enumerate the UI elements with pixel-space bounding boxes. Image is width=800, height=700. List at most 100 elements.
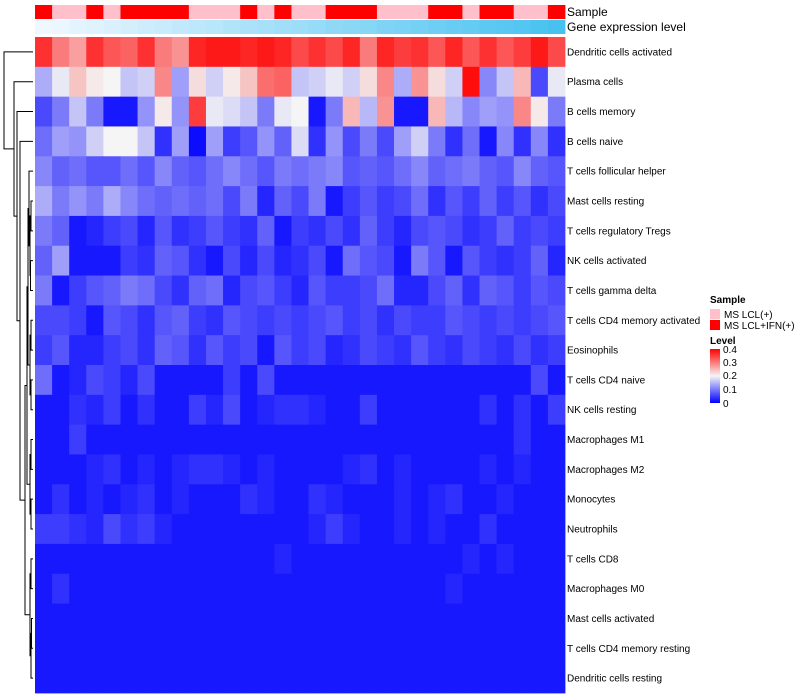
heatmap-cell (376, 365, 395, 396)
heatmap-cell (291, 245, 309, 276)
dendrogram-branch (30, 260, 33, 291)
heatmap-cell (223, 66, 241, 98)
heatmap-cell (376, 156, 395, 187)
heatmap-cell (86, 245, 104, 276)
heatmap-cell (445, 66, 463, 98)
heatmap-cell (462, 394, 480, 426)
heatmap-cell (291, 215, 309, 247)
legend-swatch-ms-lcl (710, 309, 720, 319)
heatmap-cell (342, 663, 361, 694)
heatmap-cell (274, 603, 292, 634)
heatmap-cell (154, 215, 173, 247)
heatmap-cell (103, 126, 121, 157)
heatmap-cell (376, 275, 395, 306)
heatmap-cell (308, 454, 327, 485)
heatmap-cell (240, 365, 258, 396)
heatmap-cell (547, 543, 566, 575)
heatmap-cell (35, 365, 53, 396)
heatmap-cell (274, 245, 292, 276)
heatmap-cell (445, 335, 463, 366)
heatmap-cell (69, 186, 87, 217)
heatmap-cell (291, 454, 309, 485)
heatmap-cell (69, 663, 87, 694)
row-label: T cells CD4 naive (567, 375, 646, 386)
level-tick-0.1: 0.1 (723, 385, 737, 396)
heatmap-cell (445, 573, 463, 604)
heatmap-cell (137, 365, 156, 396)
heatmap-cell (69, 603, 87, 634)
heatmap-cell (240, 305, 258, 336)
heatmap-cell (411, 156, 429, 187)
heatmap-cell (411, 37, 429, 68)
heatmap-cell (513, 663, 532, 694)
heatmap-cell (496, 454, 515, 485)
heatmap-cell (513, 573, 532, 604)
heatmap-cell (188, 335, 207, 366)
heatmap-cell (462, 186, 480, 217)
heatmap-cell (291, 514, 309, 545)
heatmap-cell (171, 633, 190, 664)
heatmap-cell (394, 603, 412, 634)
heatmap-cell (376, 335, 395, 366)
heatmap-cell (205, 394, 224, 426)
heatmap-cell (325, 215, 344, 247)
heatmap-cell (52, 305, 70, 336)
heatmap-cell (411, 126, 429, 157)
row-label: T cells follicular helper (567, 167, 666, 178)
heatmap-cell (35, 424, 53, 455)
heatmap-cell (308, 66, 327, 98)
heatmap-cell (513, 543, 532, 575)
heatmap-cell (120, 484, 138, 515)
heatmap-cell (394, 335, 412, 366)
heatmap-cell (103, 66, 121, 98)
heatmap-cell (291, 275, 309, 306)
sample-annotation-cell (291, 5, 309, 19)
heatmap-cell (86, 186, 104, 217)
heatmap-cell (513, 275, 532, 306)
heatmap-cell (137, 66, 156, 98)
heatmap-cell (86, 305, 104, 336)
heatmap-cell (291, 603, 309, 634)
heatmap-cell (154, 156, 173, 187)
gene-expression-annotation-cell (154, 20, 173, 34)
heatmap-cell (479, 543, 498, 575)
heatmap-cell (359, 156, 378, 187)
heatmap-cell (257, 514, 275, 545)
heatmap-cell (513, 245, 532, 276)
heatmap-cell (325, 275, 344, 306)
heatmap-cell (445, 245, 463, 276)
heatmap-cell (171, 543, 190, 575)
heatmap-cell (274, 394, 292, 426)
legend-swatch-ms-lcl-ifn (710, 320, 720, 330)
heatmap-cell (171, 424, 190, 455)
heatmap-cell (103, 186, 121, 217)
heatmap-cell (120, 275, 138, 306)
heatmap-cell (137, 156, 156, 187)
heatmap-cell (342, 335, 361, 366)
sample-annotation-cell (223, 5, 241, 19)
heatmap-cell (69, 37, 87, 68)
gene-expression-annotation-cell (188, 20, 207, 34)
heatmap-cell (257, 275, 275, 306)
heatmap-cell (530, 424, 549, 455)
heatmap-cell (428, 245, 446, 276)
heatmap-cell (530, 275, 549, 306)
heatmap-cell (35, 275, 53, 306)
heatmap-cell (530, 66, 549, 98)
heatmap-cell (171, 514, 190, 545)
heatmap-cell (411, 424, 429, 455)
heatmap-cell (257, 394, 275, 426)
heatmap-cell (137, 126, 156, 157)
heatmap-cell (513, 37, 532, 68)
heatmap-cell (154, 96, 173, 127)
heatmap-cell (86, 275, 104, 306)
heatmap-cell (308, 543, 327, 575)
heatmap-cell (547, 37, 566, 68)
heatmap-cell (530, 186, 549, 217)
heatmap-cell (496, 424, 515, 455)
heatmap-cell (120, 37, 138, 68)
heatmap-cell (479, 305, 498, 336)
heatmap-cell (86, 514, 104, 545)
heatmap-cell (154, 275, 173, 306)
heatmap-cell (103, 245, 121, 276)
